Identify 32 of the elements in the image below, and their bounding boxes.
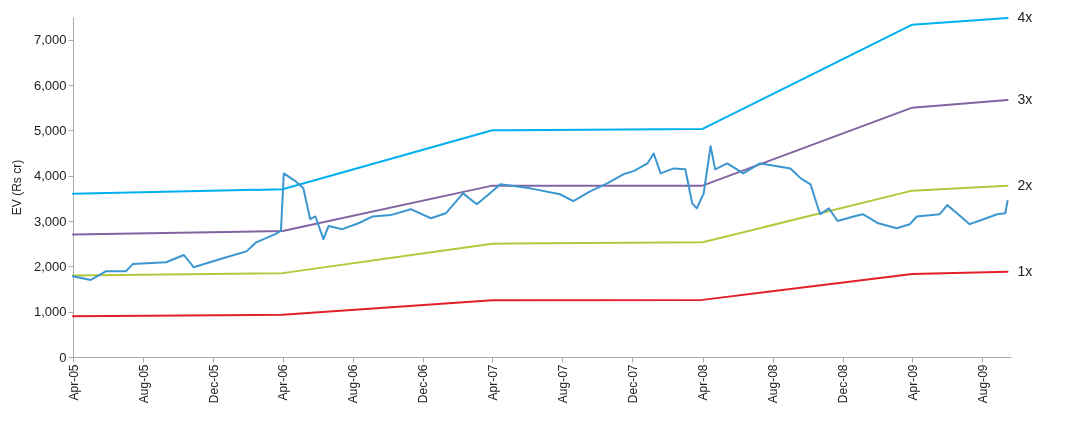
- y-tick-label: 5,000: [33, 122, 67, 138]
- y-tick-label: 0: [59, 349, 67, 365]
- x-tick-label: Apr-05: [66, 364, 81, 401]
- x-tick-label: Aug-08: [766, 364, 781, 404]
- y-tick-label: 1,000: [33, 304, 67, 320]
- x-tick-label: Dec-07: [625, 364, 640, 404]
- x-tick-label: Dec-08: [836, 364, 851, 404]
- x-tick-label: Dec-06: [416, 364, 431, 404]
- y-tick-label: 6,000: [33, 77, 67, 93]
- y-tick-label: 2,000: [33, 258, 67, 274]
- series-label: 4x: [1017, 8, 1033, 25]
- series-label: 2x: [1017, 176, 1033, 193]
- x-tick-label: Dec-05: [206, 364, 221, 404]
- x-tick-label: Apr-08: [696, 364, 711, 401]
- series-label: 1x: [1017, 262, 1033, 279]
- x-tick-label: Apr-06: [276, 364, 291, 401]
- line-series: [72, 145, 1009, 281]
- line-series: [72, 98, 1009, 236]
- x-tick-label: Aug-05: [136, 364, 151, 404]
- line-series: [72, 270, 1009, 318]
- y-tick-label: 3,000: [33, 213, 67, 229]
- x-tick-label: Aug-09: [975, 364, 990, 404]
- x-tick-label: Apr-09: [905, 364, 920, 401]
- line-series: [72, 16, 1009, 195]
- y-tick-label: 7,000: [33, 32, 67, 48]
- series-label: 3x: [1017, 90, 1033, 107]
- line-series: [72, 184, 1009, 277]
- x-tick-label: Apr-07: [485, 364, 500, 401]
- y-axis-title: EV (Rs cr): [9, 159, 24, 216]
- y-tick-label: 4,000: [33, 168, 67, 184]
- x-tick-label: Aug-06: [346, 364, 361, 404]
- x-tick-label: Aug-07: [555, 364, 570, 404]
